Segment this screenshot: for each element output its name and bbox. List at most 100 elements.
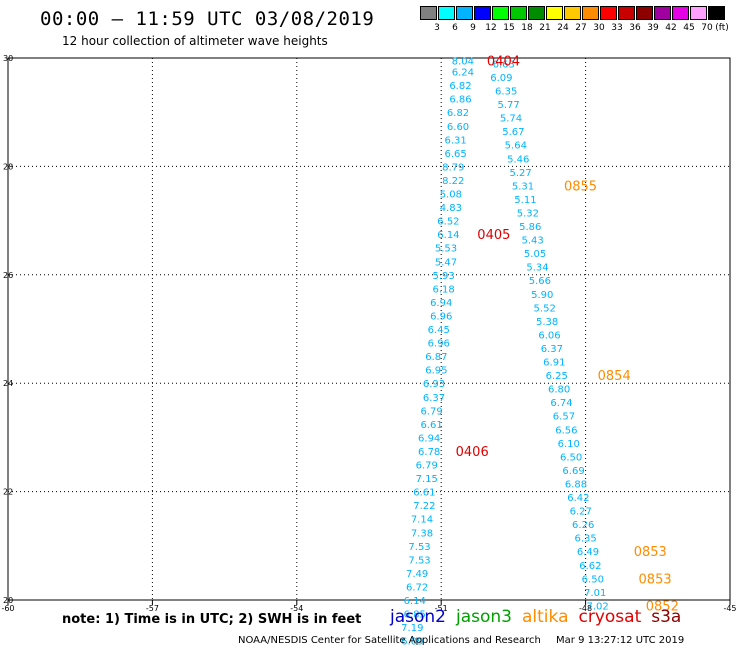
- wave-height-value: 5.32: [517, 208, 539, 219]
- legend-label: 3: [434, 23, 440, 33]
- pass-time-label: 0405: [477, 228, 510, 243]
- wave-height-value: 6.09: [490, 73, 512, 84]
- legend-label: 12: [485, 23, 497, 33]
- x-tick-label: -60: [1, 604, 14, 613]
- legend-swatch: [636, 6, 653, 20]
- legend-swatch: [618, 6, 635, 20]
- satellite-legend: jason2 jason3 altika cryosat s3a: [390, 607, 691, 627]
- legend-swatch: [582, 6, 599, 20]
- legend-swatch: [438, 6, 455, 20]
- satellite-altika: altika: [522, 607, 569, 627]
- wave-height-value: 8.04: [452, 57, 474, 68]
- wave-height-value: 6.56: [555, 425, 577, 436]
- wave-height-value: 6.94: [430, 298, 452, 309]
- wave-height-value: 5.77: [497, 100, 519, 111]
- wave-height-value: 6.52: [437, 217, 459, 228]
- wave-height-value: 6.45: [428, 325, 450, 336]
- wave-height-value: 6.61: [413, 488, 435, 499]
- wave-height-value: 5.52: [534, 303, 556, 314]
- wave-height-value: 6.37: [541, 344, 563, 355]
- legend-swatch: [474, 6, 491, 20]
- wave-height-value: 5.31: [512, 181, 534, 192]
- wave-height-value: 6.10: [558, 439, 580, 450]
- wave-height-value: 6.49: [577, 547, 599, 558]
- wave-height-value: 6.18: [432, 284, 454, 295]
- wave-height-value: 5.27: [509, 168, 531, 179]
- wave-height-tracks: 8.046.24 6.82 6.86 6.82 6.60 6.31 6.65 8.79 8.22…: [401, 57, 609, 648]
- wave-height-value: 6.65: [445, 149, 467, 160]
- legend-label: 21: [539, 23, 551, 33]
- wave-height-value: 6.79: [420, 406, 442, 417]
- wave-height-value: 6.94: [418, 433, 440, 444]
- x-tick-label: -57: [146, 604, 159, 613]
- wave-height-value: 6.14: [404, 596, 426, 607]
- legend-label: 18: [521, 23, 533, 33]
- legend-label: 45: [683, 23, 695, 33]
- wave-height-value: 6.37: [423, 393, 445, 404]
- wave-height-value: 6.60: [447, 122, 469, 133]
- wave-height-value: 5.11: [514, 195, 536, 206]
- wave-height-value: 6.09: [401, 637, 423, 648]
- y-tick-label: 22: [3, 488, 13, 497]
- wave-height-value: 7.14: [411, 515, 433, 526]
- wave-height-value: 5.86: [519, 222, 541, 233]
- y-tick-label: 28: [3, 162, 13, 171]
- credit-text: NOAA/NESDIS Center for Satellite Applica…: [238, 635, 541, 646]
- wave-height-value: 6.87: [425, 352, 447, 363]
- wave-height-value: 5.47: [435, 257, 457, 268]
- wave-height-value: 6.42: [567, 493, 589, 504]
- legend-label: 6: [452, 23, 458, 33]
- wave-height-value: 6.93: [423, 379, 445, 390]
- wave-height-value: 7.01: [584, 588, 606, 599]
- pass-time-label: 0406: [456, 445, 489, 460]
- wave-height-value: 6.31: [445, 135, 467, 146]
- wave-height-value: 6.82: [449, 81, 471, 92]
- wave-height-value: 6.82: [447, 108, 469, 119]
- legend-swatch: [654, 6, 671, 20]
- satellite-jason3: jason3: [456, 607, 512, 627]
- wave-height-value: 6.95: [425, 366, 447, 377]
- satellite-s3a: s3a: [651, 607, 682, 627]
- map-subtitle: 12 hour collection of altimeter wave hei…: [62, 34, 328, 48]
- wave-height-value: 5.74: [500, 114, 522, 125]
- legend-label: 15: [503, 23, 515, 33]
- wave-height-value: 8.79: [442, 162, 464, 173]
- wave-height-value: 6.35: [495, 87, 517, 98]
- wave-height-value: 5.53: [435, 244, 457, 255]
- credit-timestamp: Mar 9 13:27:12 UTC 2019: [556, 635, 685, 646]
- y-tick-label: 24: [3, 379, 13, 388]
- legend-label: 36: [629, 23, 641, 33]
- wave-height-value: 6.63: [493, 59, 515, 70]
- legend-swatch: [456, 6, 473, 20]
- wave-height-value: 5.90: [531, 290, 553, 301]
- wave-height-value: 5.46: [507, 154, 529, 165]
- legend-label: 33: [611, 23, 623, 33]
- legend-swatches: [420, 6, 726, 20]
- legend-swatch: [600, 6, 617, 20]
- legend-swatch: [672, 6, 689, 20]
- y-tick-label: 20: [3, 596, 13, 605]
- legend-swatch: [564, 6, 581, 20]
- satellite-jason2: jason2: [390, 607, 446, 627]
- wave-height-value: 6.24: [452, 68, 474, 79]
- x-tick-label: -51: [435, 604, 448, 613]
- pass-time-label: 0853: [639, 572, 672, 587]
- wave-height-value: 6.96: [430, 311, 452, 322]
- wave-height-value: 6.85: [404, 610, 426, 621]
- track-west: 8.046.24 6.82 6.86 6.82 6.60 6.31 6.65 8.79 8.22…: [401, 57, 474, 648]
- wave-height-value: 6.69: [562, 466, 584, 477]
- pass-time-label: 0852: [646, 599, 679, 614]
- wave-height-value: 6.72: [406, 582, 428, 593]
- pass-time-label: 0853: [634, 545, 667, 560]
- footnote: note: 1) Time is in UTC; 2) SWH is in fe…: [62, 612, 362, 627]
- map-title: 00:00 – 11:59 UTC 03/08/2019: [40, 8, 375, 30]
- wave-height-value: 6.50: [582, 574, 604, 585]
- wave-height-value: 5.67: [502, 127, 524, 138]
- y-tick-label: 30: [3, 54, 13, 63]
- legend-label: 42: [665, 23, 677, 33]
- legend-label: 39: [647, 23, 659, 33]
- x-tick-label: -45: [723, 604, 736, 613]
- wave-height-value: 7.22: [413, 501, 435, 512]
- wave-height-value: 6.79: [416, 461, 438, 472]
